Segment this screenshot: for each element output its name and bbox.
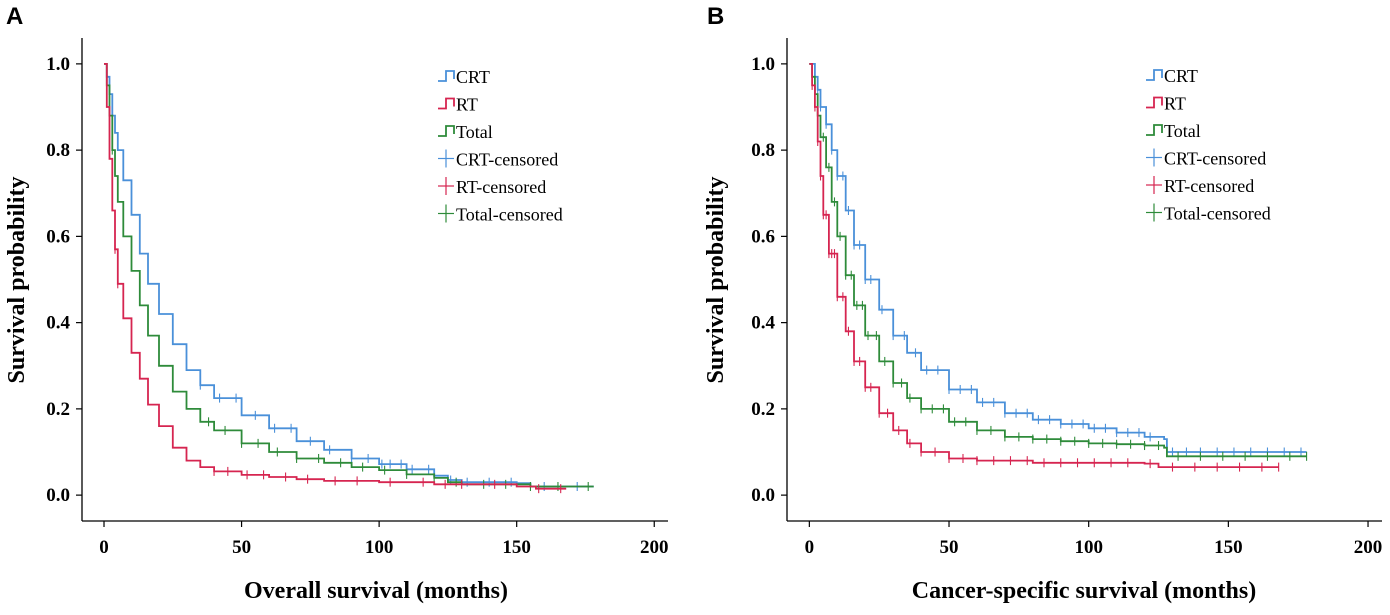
panel-a-y-tick-label: 0.8 xyxy=(46,140,70,161)
panel-a-curves xyxy=(104,63,594,494)
panel-a-x-tick-label: 50 xyxy=(232,537,251,558)
panel-b-y-tick-label: 1.0 xyxy=(751,54,775,75)
panel-a-y-tick-label: 1.0 xyxy=(46,54,70,75)
panel-a-x-tick-label: 150 xyxy=(502,537,531,558)
legend-swatch-rt xyxy=(438,97,455,110)
panel-b: B 0.0 0.2 0.4 0.6 0.8 1.0 0 50 100 150 200 CRT RT T… xyxy=(703,3,1382,604)
panel-b-y-tick-label: 0.6 xyxy=(751,226,775,247)
panel-b-y-tick-label: 0.4 xyxy=(751,313,775,334)
legend-label-total: Total xyxy=(456,122,493,142)
panel-a-y-tick-label: 0.6 xyxy=(46,226,70,247)
legend-label-rt-censored: RT-censored xyxy=(1164,176,1254,196)
legend-label-crt: CRT xyxy=(1164,66,1198,86)
panel-a-curve-crt xyxy=(104,63,594,488)
panel-b-legend: CRT RT Total CRT-censored RT-censored Total-c… xyxy=(1146,66,1271,224)
panel-b-curve-total xyxy=(809,63,1307,458)
panel-b-x-tick-label: 200 xyxy=(1354,537,1383,558)
legend-swatch-total xyxy=(1146,124,1163,136)
panel-b-label: B xyxy=(707,3,724,30)
panel-b-y-tick-label: 0.8 xyxy=(751,140,775,161)
panel-b-x-tick-label: 0 xyxy=(805,537,815,558)
panel-b-y-axis-title: Survival probability xyxy=(703,177,729,384)
legend-label-total-censored: Total-censored xyxy=(456,205,563,225)
panel-a-x-tick-label: 0 xyxy=(99,537,109,558)
panel-a-y-ticks: 0.0 0.2 0.4 0.6 0.8 1.0 xyxy=(46,54,82,506)
legend-label-rt: RT xyxy=(1164,94,1186,114)
panel-a-x-ticks: 0 50 100 150 200 xyxy=(99,521,668,558)
panel-b-x-tick-label: 100 xyxy=(1074,537,1103,558)
legend-swatch-rt xyxy=(1146,96,1163,109)
panel-b-x-tick-label: 50 xyxy=(940,537,959,558)
panel-a-y-tick-label: 0.0 xyxy=(46,485,70,506)
panel-a-x-axis-title: Overall survival (months) xyxy=(244,578,508,604)
legend-swatch-total xyxy=(438,125,455,137)
panel-a-x-tick-label: 100 xyxy=(365,537,394,558)
legend-label-crt-censored: CRT-censored xyxy=(456,150,558,170)
panel-b-curves xyxy=(809,63,1308,472)
panel-a-y-tick-label: 0.2 xyxy=(46,399,70,420)
panel-a-label: A xyxy=(6,3,23,30)
panel-a-y-tick-label: 0.4 xyxy=(46,313,70,334)
legend-label-crt-censored: CRT-censored xyxy=(1164,149,1266,169)
panel-a-x-tick-label: 200 xyxy=(640,537,669,558)
panel-b-y-tick-label: 0.2 xyxy=(751,399,775,420)
panel-b-curve-crt xyxy=(809,63,1307,453)
panel-a-curve-total xyxy=(104,63,594,488)
legend-label-total: Total xyxy=(1164,121,1201,141)
panel-a: A 0.0 0.2 0.4 0.6 0.8 1.0 0 50 100 150 200 CRT RT T… xyxy=(4,3,668,604)
panel-b-curve-rt xyxy=(809,63,1279,468)
legend-label-rt-censored: RT-censored xyxy=(456,177,546,197)
legend-swatch-crt xyxy=(1146,69,1163,81)
panel-b-x-axis-title: Cancer-specific survival (months) xyxy=(912,578,1256,604)
legend-swatch-crt xyxy=(438,70,455,82)
legend-label-total-censored: Total-censored xyxy=(1164,204,1271,224)
panel-b-y-tick-label: 0.0 xyxy=(751,485,775,506)
panel-b-x-tick-label: 150 xyxy=(1214,537,1243,558)
panel-b-x-ticks: 0 50 100 150 200 xyxy=(805,521,1383,558)
legend-label-rt: RT xyxy=(456,95,478,115)
panel-a-curve-rt xyxy=(104,63,567,490)
legend-label-crt: CRT xyxy=(456,67,490,87)
panel-b-y-ticks: 0.0 0.2 0.4 0.6 0.8 1.0 xyxy=(751,54,787,506)
panel-a-y-axis-title: Survival probability xyxy=(4,177,30,384)
panel-a-legend: CRT RT Total CRT-censored RT-censored Total-c… xyxy=(438,67,563,225)
